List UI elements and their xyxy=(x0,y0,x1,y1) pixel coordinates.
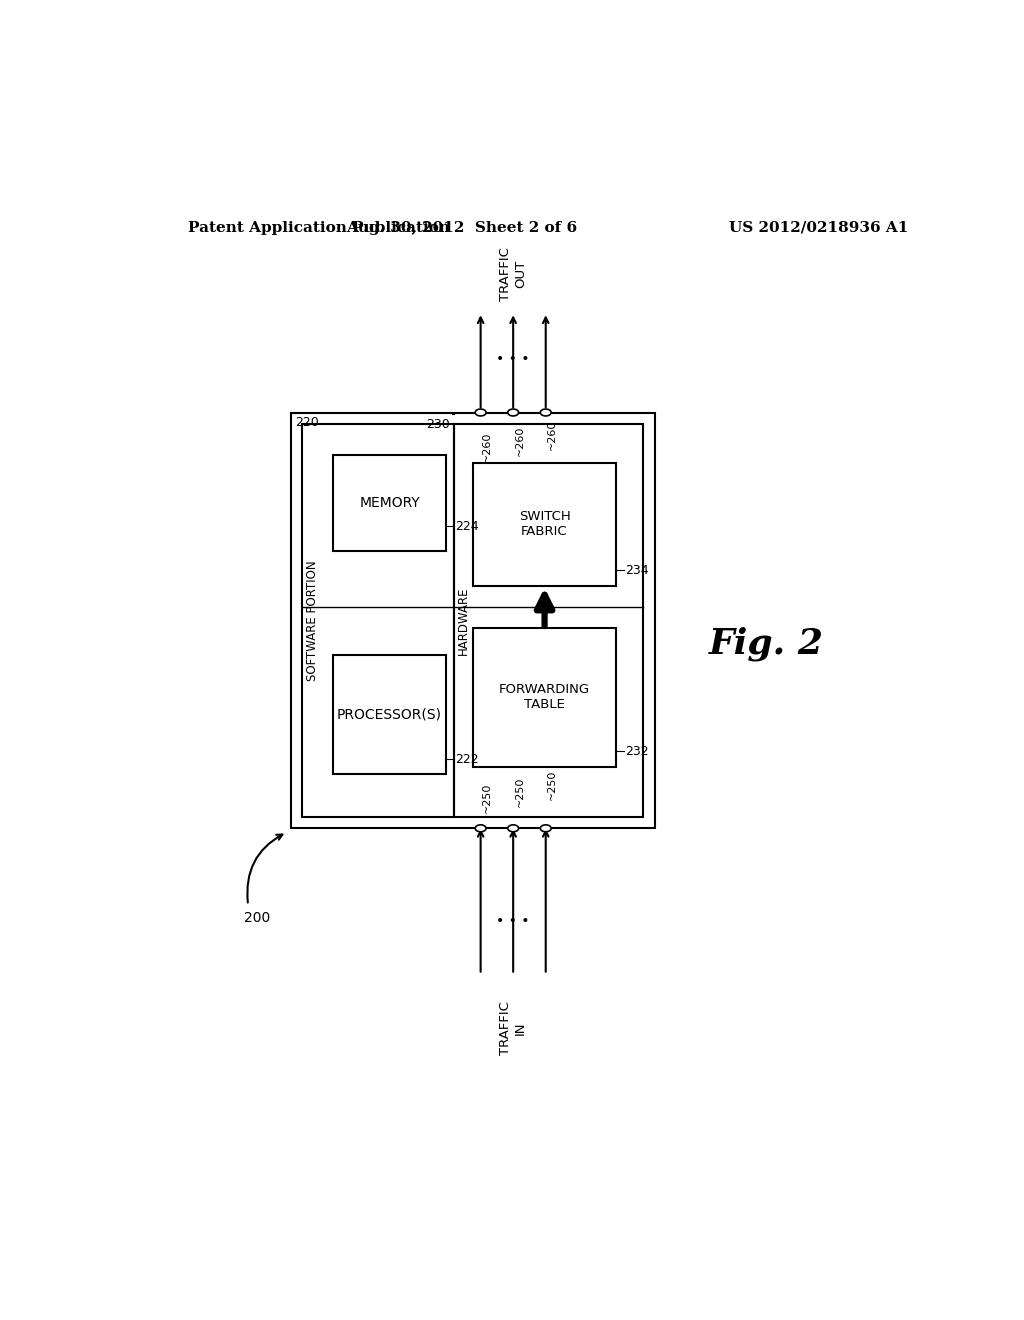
Bar xyxy=(291,413,655,829)
Text: Patent Application Publication: Patent Application Publication xyxy=(188,220,451,235)
Text: • • •: • • • xyxy=(497,351,530,366)
Bar xyxy=(473,462,616,586)
Text: FORWARDING
TABLE: FORWARDING TABLE xyxy=(499,684,590,711)
Text: 222: 222 xyxy=(455,752,478,766)
Text: 234: 234 xyxy=(626,564,649,577)
Text: TRAFFIC
IN: TRAFFIC IN xyxy=(499,1002,527,1056)
Text: HARDWARE: HARDWARE xyxy=(457,586,470,655)
Text: MEMORY: MEMORY xyxy=(359,496,420,510)
Ellipse shape xyxy=(508,825,518,832)
Text: • • •: • • • xyxy=(497,913,530,928)
Bar xyxy=(454,424,643,817)
Text: US 2012/0218936 A1: US 2012/0218936 A1 xyxy=(729,220,908,235)
Text: Aug. 30, 2012  Sheet 2 of 6: Aug. 30, 2012 Sheet 2 of 6 xyxy=(346,220,577,235)
Text: TRAFFIC
OUT: TRAFFIC OUT xyxy=(499,247,527,301)
Ellipse shape xyxy=(475,409,486,416)
Bar xyxy=(334,455,445,552)
Text: 224: 224 xyxy=(455,520,478,533)
Text: 220: 220 xyxy=(295,416,318,429)
Bar xyxy=(302,424,454,817)
Text: ~260: ~260 xyxy=(547,420,557,450)
Text: 200: 200 xyxy=(245,911,270,925)
Text: ~260: ~260 xyxy=(482,432,493,462)
Text: 232: 232 xyxy=(626,744,649,758)
Ellipse shape xyxy=(475,825,486,832)
Text: Fig. 2: Fig. 2 xyxy=(710,626,824,661)
Text: SOFTWARE PORTION: SOFTWARE PORTION xyxy=(306,560,318,681)
Text: ~250: ~250 xyxy=(515,776,524,807)
Text: ~250: ~250 xyxy=(547,770,557,800)
Ellipse shape xyxy=(541,825,551,832)
Text: ~260: ~260 xyxy=(515,426,524,457)
Bar xyxy=(473,628,616,767)
Ellipse shape xyxy=(541,409,551,416)
Text: PROCESSOR(S): PROCESSOR(S) xyxy=(337,708,442,722)
Text: ~250: ~250 xyxy=(482,783,493,813)
Ellipse shape xyxy=(508,409,518,416)
Text: 230: 230 xyxy=(426,417,450,430)
Bar xyxy=(334,655,445,775)
Text: SWITCH
FABRIC: SWITCH FABRIC xyxy=(519,510,570,539)
